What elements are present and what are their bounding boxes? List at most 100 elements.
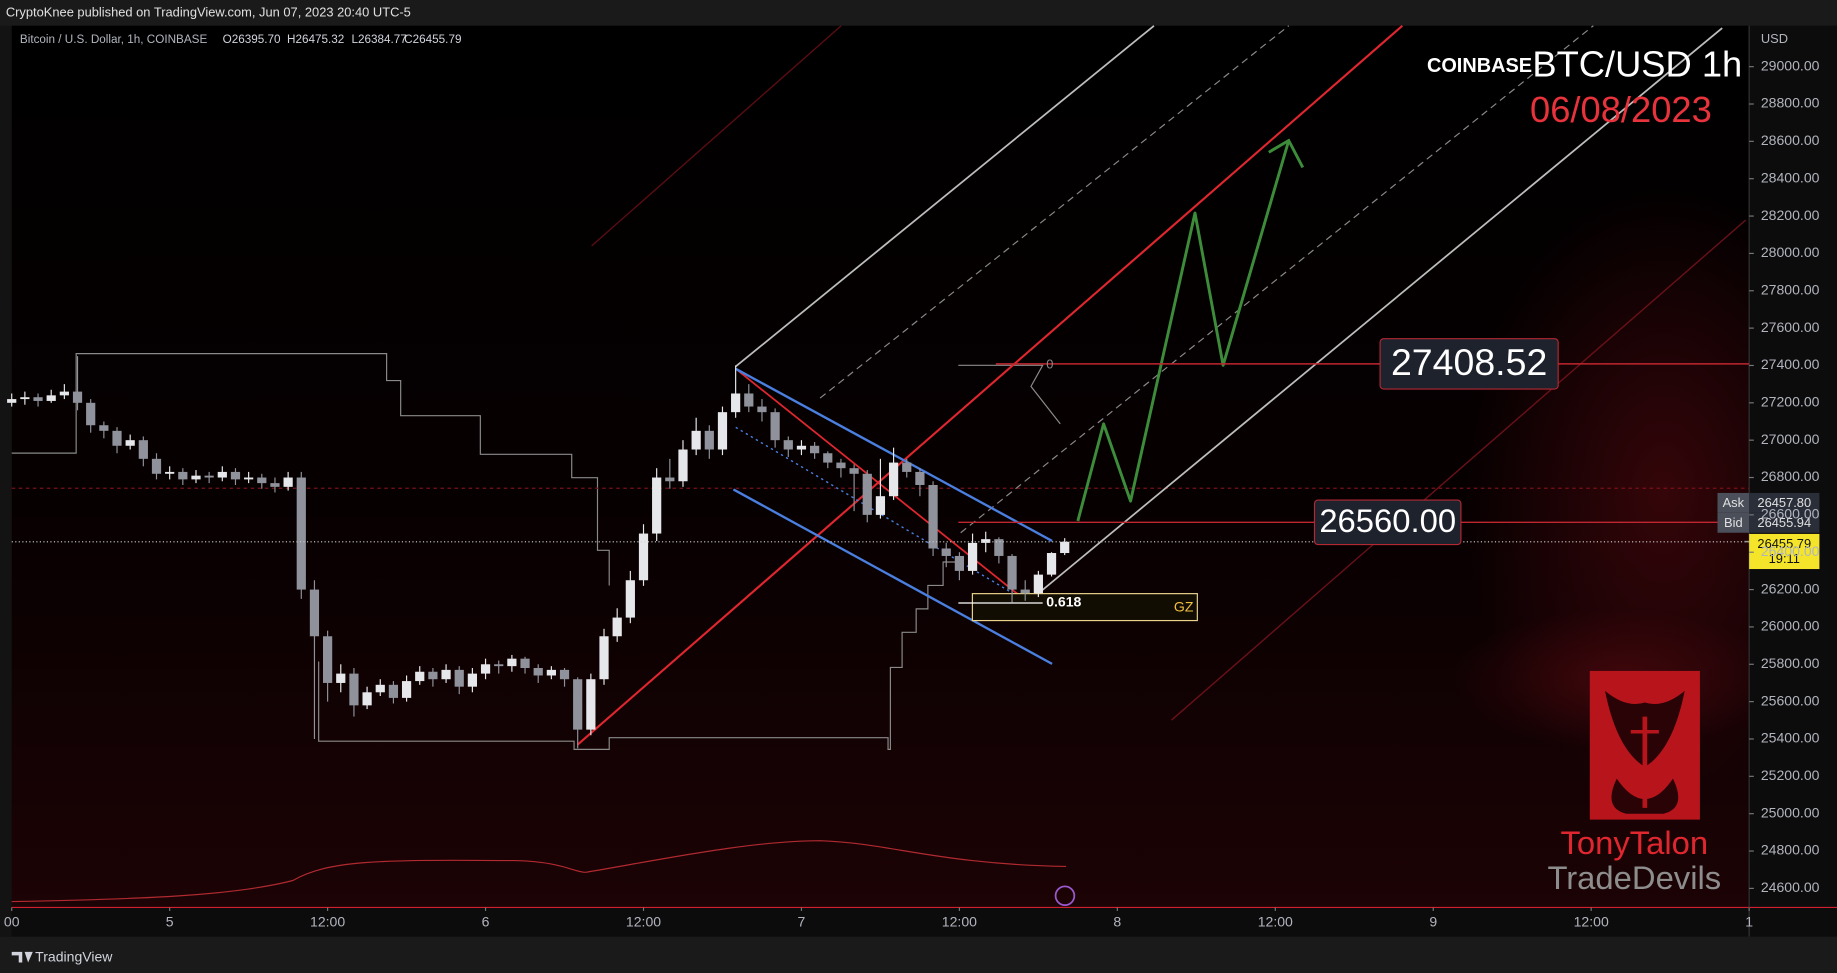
ohlc-high: H26475.32 xyxy=(287,33,344,46)
y-tick-label: 25000.00 xyxy=(1761,804,1820,820)
candle-body xyxy=(757,406,767,413)
candle-body xyxy=(836,462,846,469)
x-tick-label: 00 xyxy=(4,913,20,929)
brand: TradingView xyxy=(35,949,113,965)
candle-body xyxy=(415,671,425,682)
y-tick-label: 26000.00 xyxy=(1761,618,1820,634)
candle-body xyxy=(533,668,543,676)
y-tick-label: 25400.00 xyxy=(1761,730,1820,746)
exchange: COINBASE xyxy=(1427,55,1532,77)
candle-body xyxy=(20,397,30,400)
y-tick-label: 24800.00 xyxy=(1761,842,1820,858)
candle-body xyxy=(888,462,899,497)
x-tick-label: 12:00 xyxy=(1258,913,1293,929)
candle-body xyxy=(665,477,675,482)
candle-body xyxy=(770,412,780,441)
x-tick-label: 8 xyxy=(1113,913,1121,929)
channel-line xyxy=(576,24,1404,746)
brand-logo xyxy=(11,951,33,963)
candle-body xyxy=(480,664,491,674)
candle-body xyxy=(125,440,135,446)
candle-body xyxy=(862,473,872,515)
golden-zone xyxy=(971,593,1198,622)
x-tick-label: 12:00 xyxy=(626,913,661,929)
step-line xyxy=(958,364,1061,425)
candle-body xyxy=(336,673,346,683)
candle-body xyxy=(441,669,451,680)
candle-body xyxy=(1046,553,1057,575)
candle-body xyxy=(744,393,754,407)
candle-body xyxy=(810,445,820,454)
bid-label: Bid xyxy=(1724,515,1743,530)
candle-body xyxy=(59,391,69,396)
currency: USD xyxy=(1761,31,1788,46)
y-tick-label: 26400.00 xyxy=(1761,543,1820,559)
price-axis xyxy=(1749,25,1837,937)
watermark-brand: TradeDevils xyxy=(1547,859,1721,896)
candle-body xyxy=(323,636,333,683)
level-box xyxy=(1313,499,1462,546)
candle-body xyxy=(546,669,556,676)
candle-body xyxy=(586,679,596,730)
candle-body xyxy=(520,658,530,669)
ask-tag xyxy=(1717,492,1750,513)
bid-tag xyxy=(1749,512,1820,533)
candle-body xyxy=(309,589,320,637)
candle-body xyxy=(573,679,583,730)
pitchfork-line xyxy=(1030,27,1723,601)
channel-line xyxy=(1171,219,1747,721)
bottom-bar xyxy=(0,936,1837,973)
x-tick-label: 9 xyxy=(1429,913,1437,929)
x-tick-label: 12:00 xyxy=(942,913,977,929)
ohlc-open: O26395.70 xyxy=(223,33,281,46)
y-tick-label: 27600.00 xyxy=(1761,319,1820,335)
level-box xyxy=(1379,338,1559,390)
projection-arrow xyxy=(1076,140,1291,522)
candle-body xyxy=(151,458,162,474)
candle-body xyxy=(731,393,741,413)
time-axis xyxy=(11,907,1750,937)
y-tick-label: 29000.00 xyxy=(1761,57,1820,73)
level-label: 27408.52 xyxy=(1391,341,1547,383)
candle-body xyxy=(981,539,991,543)
candle-body xyxy=(559,669,570,680)
candle-body xyxy=(612,617,622,637)
step-line xyxy=(11,353,610,586)
candle-body xyxy=(467,673,478,687)
y-tick-label: 27200.00 xyxy=(1761,394,1820,410)
fib-label: 0 xyxy=(1046,357,1053,372)
y-tick-label: 24600.00 xyxy=(1761,879,1820,895)
x-tick-label: 12:00 xyxy=(1574,913,1609,929)
candle-body xyxy=(283,477,293,487)
candle-body xyxy=(494,664,504,667)
event-icon[interactable] xyxy=(1054,885,1076,906)
pitchfork-median xyxy=(819,25,1290,399)
candle-body xyxy=(967,542,978,571)
chart-title: BTC/USD 1h xyxy=(1532,43,1742,84)
candle-body xyxy=(941,548,951,556)
wedge-line xyxy=(732,488,1053,665)
candle-body xyxy=(165,471,175,474)
y-tick-label: 28600.00 xyxy=(1761,132,1820,148)
candle-body xyxy=(717,412,728,450)
candle-body xyxy=(625,580,635,618)
candle-body xyxy=(428,671,438,680)
candle-body xyxy=(375,684,385,693)
y-tick-label: 28000.00 xyxy=(1761,244,1820,260)
candle-body xyxy=(296,477,306,590)
bid-tag xyxy=(1717,512,1750,533)
candle-body xyxy=(112,430,122,446)
candle-body xyxy=(1033,574,1043,594)
symbol-description: Bitcoin / U.S. Dollar, 1h, COINBASE xyxy=(20,33,208,46)
y-tick-label: 28800.00 xyxy=(1761,95,1820,111)
candle-body xyxy=(454,669,464,687)
candle-body xyxy=(138,440,148,459)
pitchfork-line xyxy=(735,25,1155,368)
candle-body xyxy=(994,539,1004,556)
candle-body xyxy=(915,471,925,485)
y-tick-label: 25200.00 xyxy=(1761,767,1820,783)
watermark-name: TonyTalon xyxy=(1560,824,1708,861)
candle-body xyxy=(46,395,56,401)
y-tick-label: 25800.00 xyxy=(1761,655,1820,671)
